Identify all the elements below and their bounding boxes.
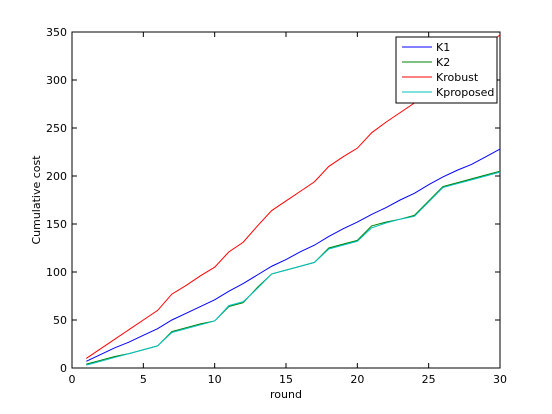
x-tick-label: 5 — [140, 373, 147, 386]
x-tick-label: 25 — [422, 373, 436, 386]
legend-label-k1: K1 — [436, 41, 450, 54]
y-tick-label: 350 — [46, 26, 67, 39]
x-axis-label: round — [270, 388, 302, 401]
x-tick-label: 15 — [279, 373, 293, 386]
series-line-kproposed — [86, 171, 501, 366]
y-tick-label: 200 — [46, 170, 67, 183]
legend-label-kproposed: Kproposed — [436, 86, 494, 99]
series-line-k1 — [86, 148, 501, 362]
x-tick-label: 30 — [493, 373, 507, 386]
y-tick-label: 150 — [46, 218, 67, 231]
y-axis-label: Cumulative cost — [30, 155, 43, 245]
y-tick-label: 50 — [53, 314, 67, 327]
legend-label-krobust: Krobust — [436, 71, 479, 84]
legend: K1 K2 Krobust Kproposed — [395, 36, 498, 104]
x-tick-label: 10 — [208, 373, 222, 386]
y-tick-label: 0 — [60, 362, 67, 375]
y-tick-label: 250 — [46, 122, 67, 135]
y-tick-label: 100 — [46, 266, 67, 279]
x-tick-label: 20 — [350, 373, 364, 386]
x-tick-label: 0 — [69, 373, 76, 386]
legend-label-k2: K2 — [436, 56, 450, 69]
y-tick-label: 300 — [46, 74, 67, 87]
